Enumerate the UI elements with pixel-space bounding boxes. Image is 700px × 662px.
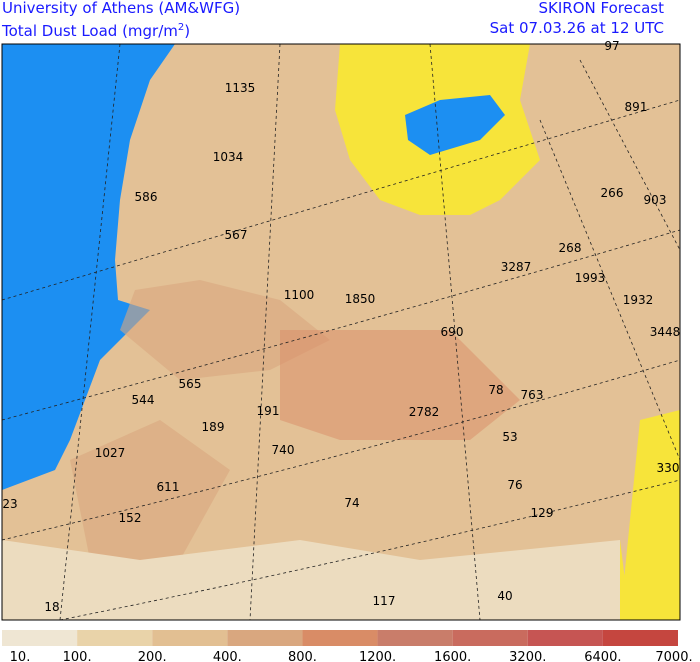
map-label: 891 <box>625 100 648 114</box>
map-label: 567 <box>225 228 248 242</box>
map-label: 1993 <box>575 271 606 285</box>
map-label: 1850 <box>345 292 376 306</box>
legend-swatch <box>302 630 378 646</box>
legend-label: 800. <box>288 650 317 662</box>
graticule <box>1 43 681 621</box>
map-label: 23 <box>2 497 17 511</box>
black-sea <box>405 95 505 155</box>
unit-text: Total Dust Load (mgr/m <box>2 22 178 40</box>
atlantic <box>2 44 175 490</box>
map-label: 1932 <box>623 293 654 307</box>
map-label: 3448 <box>650 325 681 339</box>
legend-swatch <box>227 630 303 646</box>
map-label: 586 <box>135 190 158 204</box>
map-label: 3287 <box>501 260 532 274</box>
legend-label: 400. <box>213 650 242 662</box>
header-left: University of Athens (AM&WFG) Total Dust… <box>2 0 240 41</box>
legend-swatch <box>602 630 678 646</box>
map-label: 330 <box>657 461 680 475</box>
map-label: 74 <box>344 496 359 510</box>
map-label: 690 <box>441 325 464 339</box>
map-label: 266 <box>601 186 624 200</box>
legend-label: 3200. <box>509 650 546 662</box>
map-label: 76 <box>507 478 522 492</box>
header-subtitle: Total Dust Load (mgr/m2) <box>2 18 240 41</box>
legend-swatch <box>2 630 78 646</box>
map-label: 2782 <box>409 405 440 419</box>
legend-label: 7000. <box>655 650 692 662</box>
legend-label: 1600. <box>434 650 471 662</box>
header-right: SKIRON Forecast Sat 07.03.26 at 12 UTC <box>490 0 664 38</box>
yellow-zone <box>620 410 680 620</box>
map-label: 189 <box>202 420 225 434</box>
map-label: 565 <box>179 377 202 391</box>
dust-zone <box>120 280 330 380</box>
map-label: 97 <box>604 39 619 53</box>
map-label: 191 <box>257 404 280 418</box>
map-label: 18 <box>44 600 59 614</box>
map-label: 1100 <box>284 288 315 302</box>
map-frame <box>1 43 681 621</box>
map-label: 611 <box>157 480 180 494</box>
legend-label: 10. <box>10 650 31 662</box>
legend-swatch <box>527 630 603 646</box>
map-label: 152 <box>119 511 142 525</box>
header-title: University of Athens (AM&WFG) <box>2 0 241 17</box>
legend-swatch <box>377 630 453 646</box>
map-label: 1027 <box>95 446 126 460</box>
map-label: 1135 <box>225 81 256 95</box>
map-label: 1034 <box>213 150 244 164</box>
map-label: 40 <box>497 589 512 603</box>
map-label: 763 <box>521 388 544 402</box>
unit-sup: 2 <box>177 22 185 33</box>
legend-label: 200. <box>138 650 167 662</box>
map-label: 903 <box>644 193 667 207</box>
unit-close: ) <box>184 22 191 40</box>
legend-swatch <box>452 630 528 646</box>
map-label: 78 <box>488 383 503 397</box>
legend: 10. 100. 200. 400. 800. 1200. 1600. 3200. 6400. 7… <box>2 630 693 662</box>
legend-swatch <box>152 630 228 646</box>
forecast-name: SKIRON Forecast <box>538 0 664 17</box>
map-label: 129 <box>531 506 554 520</box>
map-label: 117 <box>373 594 396 608</box>
legend-label: 100. <box>63 650 92 662</box>
legend-swatch <box>77 630 153 646</box>
map-label: 53 <box>502 430 517 444</box>
map-labels: 1135 1034 586 567 97 891 266 903 268 3287 1993 1932… <box>2 39 680 614</box>
dust-zone <box>280 330 520 440</box>
dust-zone <box>70 420 230 560</box>
forecast-time: Sat 07.03.26 at 12 UTC <box>489 19 664 37</box>
map-label: 544 <box>132 393 155 407</box>
map-label: 268 <box>559 241 582 255</box>
legend-label: 6400. <box>584 650 621 662</box>
legend-label: 1200. <box>359 650 396 662</box>
map-label: 740 <box>272 443 295 457</box>
